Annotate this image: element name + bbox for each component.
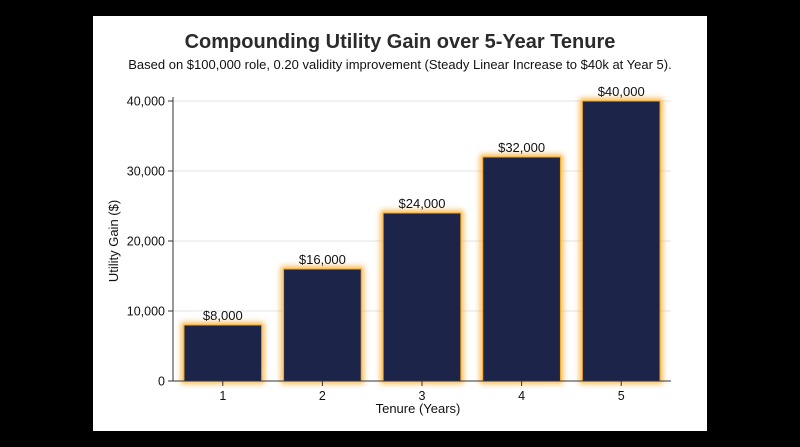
x-tick-label: 1 [219, 389, 226, 403]
data-label: $32,000 [498, 140, 545, 155]
y-tick-label: 0 [158, 375, 165, 389]
bar [283, 268, 362, 382]
chart-title: Compounding Utility Gain over 5-Year Ten… [185, 31, 616, 53]
x-tick-label: 5 [618, 389, 625, 403]
bar [482, 156, 561, 382]
data-label: $8,000 [203, 308, 243, 323]
y-axis-label: Utility Gain ($) [106, 200, 121, 282]
y-tick-label: 20,000 [127, 235, 165, 249]
data-label: $16,000 [299, 252, 346, 267]
axes: 0 10,000 20,000 30,000 40,000 1 2 3 4 5 [127, 95, 671, 403]
bar [581, 100, 661, 382]
chart-subtitle: Based on $100,000 role, 0.20 validity im… [128, 57, 671, 72]
data-label: $40,000 [598, 84, 645, 99]
bar-chart: Compounding Utility Gain over 5-Year Ten… [106, 31, 672, 416]
chart-figure: Compounding Utility Gain over 5-Year Ten… [93, 16, 707, 431]
data-label: $24,000 [399, 196, 446, 211]
y-tick-label: 40,000 [127, 95, 165, 109]
x-axis-label: Tenure (Years) [376, 401, 461, 416]
y-tick-label: 30,000 [127, 165, 165, 179]
bar [382, 212, 462, 382]
x-tick-label: 3 [419, 389, 426, 403]
x-tick-label: 4 [518, 389, 525, 403]
bar [183, 324, 263, 382]
x-tick-label: 2 [319, 389, 326, 403]
y-tick-label: 10,000 [127, 305, 165, 319]
bars: $8,000 $16,000 $24,000 $32,000 $40,000 [181, 84, 663, 384]
